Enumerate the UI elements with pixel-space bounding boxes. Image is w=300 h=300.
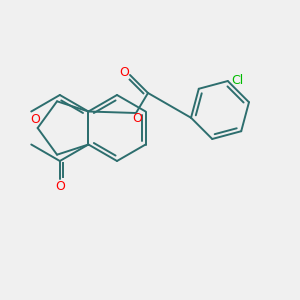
Text: O: O xyxy=(132,112,142,125)
Text: O: O xyxy=(55,179,65,193)
Text: O: O xyxy=(119,67,129,80)
Text: O: O xyxy=(30,113,40,126)
Text: Cl: Cl xyxy=(231,74,243,86)
